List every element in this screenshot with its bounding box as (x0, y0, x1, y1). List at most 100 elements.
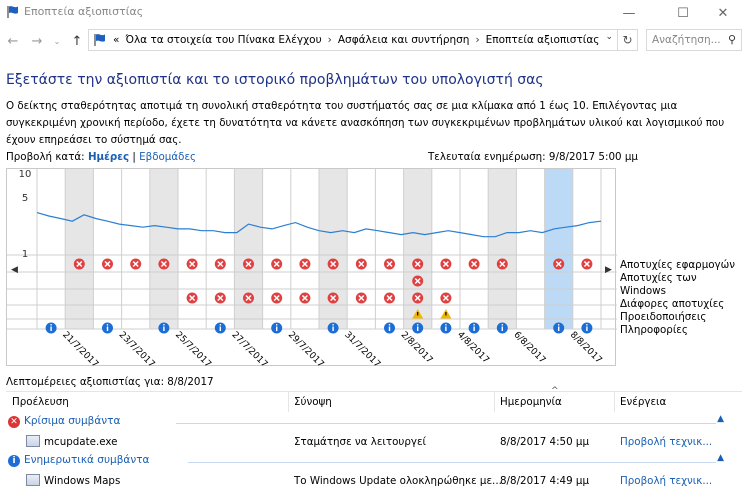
failure-icon-mark (273, 260, 280, 268)
view-by-label: Προβολή κατά: (6, 151, 85, 163)
x-tick-label: 4/8/2017 (455, 330, 491, 366)
table-row[interactable]: mcupdate.exe Σταμάτησε να λειτουργεί 8/8… (6, 432, 736, 452)
maximize-button[interactable]: ☐ (677, 5, 689, 21)
failure-icon-mark (358, 260, 365, 268)
title-bar: Εποπτεία αξιοπιστίας — ☐ ✕ (0, 0, 744, 26)
close-button[interactable]: ✕ (717, 5, 729, 21)
failure-icon-mark (273, 294, 280, 302)
breadcrumb-separator[interactable]: › (327, 34, 332, 46)
col-source[interactable]: Προέλευση (12, 396, 69, 408)
forward-button[interactable]: → (31, 33, 43, 49)
info-icon-dot (163, 324, 165, 326)
row-source: Windows Maps (44, 475, 121, 487)
legend-app-failures: Αποτυχίες εφαρμογών (620, 259, 736, 271)
row-summary: Σταμάτησε να λειτουργεί (294, 436, 427, 448)
up-button[interactable]: ↑ (71, 33, 83, 49)
group-info-label: Ενημερωτικά συμβάντα (24, 454, 150, 466)
breadcrumb-security-maintenance[interactable]: Ασφάλεια και συντήρηση (337, 34, 470, 46)
legend-warnings: Προειδοποιήσεις (620, 311, 707, 323)
failure-icon-mark (555, 260, 562, 268)
info-icon-dot (557, 324, 560, 326)
breadcrumb-separator[interactable]: › (475, 34, 480, 46)
failure-icon-mark (386, 260, 393, 268)
selected-day-column (544, 169, 573, 329)
page-title: Εξετάστε την αξιοπιστία και το ιστορικό … (6, 72, 544, 88)
details-title: Λεπτομέρειες αξιοπιστίας για: 8/8/2017 (6, 376, 214, 388)
view-weeks-link[interactable]: Εβδομάδες (139, 151, 197, 163)
info-icon-mark (276, 326, 278, 331)
x-tick-label: 23/7/2017 (117, 330, 157, 367)
page-description: Ο δείκτης σταθερότητας αποτιμά τη συνολι… (6, 100, 725, 146)
breadcrumb-reliability-monitor[interactable]: Εποπτεία αξιοπιστίας (485, 34, 600, 46)
table-row[interactable]: Windows Maps Το Windows Update ολοκληρώθ… (6, 471, 736, 491)
col-date[interactable]: Ημερομηνία (500, 396, 562, 408)
view-days-link[interactable]: Ημέρες (87, 151, 130, 163)
collapse-icon[interactable]: ▲ (717, 453, 724, 463)
table-header: Προέλευση Σύνοψη Ημερομηνία ^ Ενέργεια (6, 386, 736, 412)
group-informational[interactable]: i Ενημερωτικά συμβάντα ▲ (6, 453, 736, 471)
view-divider: | (132, 151, 136, 163)
search-icon[interactable]: ⚲ (727, 33, 736, 46)
weekend-column (488, 169, 517, 329)
minimize-button[interactable]: — (622, 5, 636, 21)
weekend-column (149, 169, 178, 329)
address-overflow[interactable]: « (113, 34, 120, 46)
y-tick-label: 10 (19, 169, 32, 180)
failure-icon-mark (76, 260, 83, 268)
info-icon-dot (106, 324, 109, 326)
address-row: ← → ⌄ ↑ « Όλα τα στοιχεία του Πίνακα Ελέ… (0, 28, 744, 54)
search-input[interactable]: Αναζήτηση... ⚲ (646, 29, 742, 51)
x-tick-label: 8/8/2017 (568, 330, 604, 366)
failure-icon-mark (330, 260, 337, 268)
info-icon-dot (445, 324, 447, 326)
failure-icon-mark (189, 294, 196, 302)
info-icon-dot (586, 324, 588, 326)
x-tick-label: 6/8/2017 (511, 330, 547, 366)
group-critical[interactable]: ✕ Κρίσιμα συμβάντα ▲ (6, 414, 736, 432)
info-icon-mark (106, 326, 109, 331)
failure-icon-mark (301, 260, 308, 268)
x-tick-label: 21/7/2017 (60, 330, 100, 367)
legend-information: Πληροφορίες (620, 324, 688, 336)
back-button[interactable]: ← (7, 33, 19, 49)
col-action[interactable]: Ενέργεια (620, 396, 667, 408)
failure-icon-mark (160, 260, 167, 268)
reliability-chart[interactable]: 10 5 1 ◀ ▶ 21/7/2017 23/7/2017 25/7/2017 27/7/20… (6, 168, 617, 367)
view-technical-details-link[interactable]: Προβολή τεχνικ... (620, 475, 713, 487)
failure-icon-mark (414, 277, 421, 285)
failure-icon-mark (245, 294, 252, 302)
info-icon-mark (219, 326, 221, 331)
failure-icon-mark (414, 260, 421, 268)
failure-icon-mark (217, 294, 224, 302)
view-technical-details-link[interactable]: Προβολή τεχνικ... (620, 436, 713, 448)
critical-icon: ✕ (8, 416, 20, 428)
recent-dropdown-icon[interactable]: ⌄ (53, 36, 61, 46)
window-title: Εποπτεία αξιοπιστίας (24, 5, 144, 18)
info-icon-mark (473, 326, 475, 331)
refresh-icon[interactable]: ↻ (617, 30, 637, 50)
info-icon-dot (50, 324, 52, 326)
failure-icon-mark (499, 260, 506, 268)
address-dropdown-icon[interactable]: ⌄ (605, 32, 613, 42)
collapse-icon[interactable]: ▲ (717, 414, 724, 424)
reliability-chart-svg[interactable]: 10 5 1 ◀ ▶ 21/7/2017 23/7/2017 25/7/2017 27/7/20… (7, 169, 617, 367)
sort-ascending-icon: ^ (551, 386, 559, 396)
search-placeholder: Αναζήτηση... (652, 34, 721, 46)
col-summary[interactable]: Σύνοψη (294, 396, 332, 408)
info-icon-dot (501, 324, 504, 326)
failure-icon-mark (217, 260, 224, 268)
y-tick-label: 1 (22, 249, 28, 260)
warning-icon-mark (417, 312, 419, 316)
failure-icon-mark (330, 294, 337, 302)
x-tick-label: 29/7/2017 (286, 330, 326, 367)
flag-icon (7, 6, 18, 18)
x-tick-label: 2/8/2017 (399, 330, 435, 366)
breadcrumb-control-panel[interactable]: Όλα τα στοιχεία του Πίνακα Ελέγχου (125, 34, 322, 46)
row-summary: Το Windows Update ολοκληρώθηκε με... (294, 475, 502, 487)
row-source: mcupdate.exe (44, 436, 118, 448)
info-icon-mark (558, 326, 560, 331)
failure-icon-mark (189, 260, 196, 268)
failure-icon-mark (471, 260, 478, 268)
address-bar[interactable]: « Όλα τα στοιχεία του Πίνακα Ελέγχου › Α… (88, 29, 638, 51)
failure-icon-mark (386, 294, 393, 302)
